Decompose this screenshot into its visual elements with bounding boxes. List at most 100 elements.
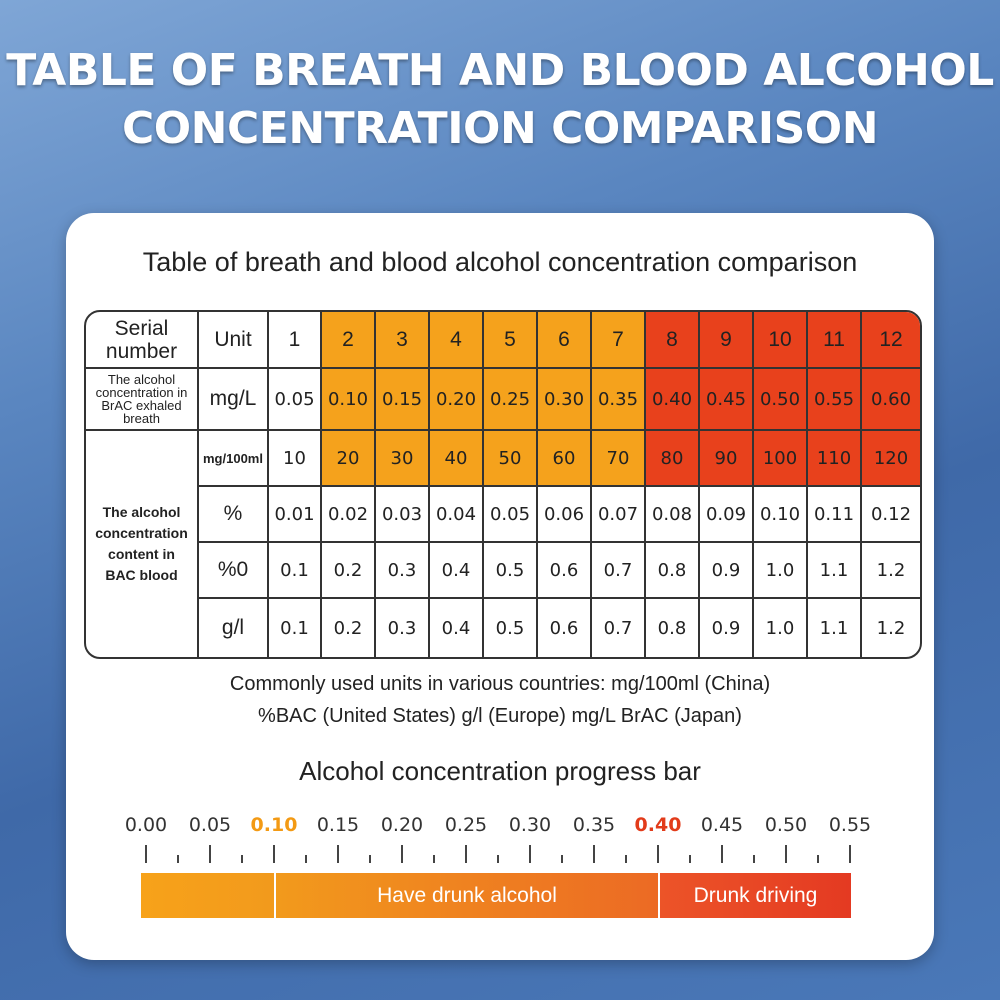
- value-cell: 1.0: [754, 543, 808, 599]
- blood-label-line: BAC blood: [105, 567, 178, 583]
- value-cell: 0.40: [646, 369, 700, 431]
- unit-cell: %0: [199, 543, 269, 599]
- value-cell: 0.8: [646, 599, 700, 657]
- scale-major-tick: [465, 845, 467, 863]
- serial-header-cell: 7: [592, 312, 646, 369]
- bar-segment-sober: [141, 873, 274, 918]
- table-header-row: Serial number Unit 1 2 3 4 5 6 7 8 9 10 11 12: [86, 312, 920, 369]
- serial-number-header: Serial number: [86, 312, 199, 369]
- value-cell: 1.2: [876, 617, 906, 639]
- value-cell: 0.5: [484, 599, 538, 657]
- value-cell: 0.3: [376, 599, 430, 657]
- value-cell: 1.0: [754, 599, 808, 657]
- value-cell: 0.4: [430, 599, 484, 657]
- bar-segment-drunk-driving: Drunk driving: [658, 873, 851, 918]
- value-cell: 0.7: [592, 599, 646, 657]
- serial-header-cell: 11: [808, 312, 862, 369]
- headline-line-2: CONCENTRATION COMPARISON: [121, 103, 879, 154]
- breath-category-label: The alcohol concentration in BrAC exhaled b…: [86, 369, 199, 431]
- value-cell: 0.06: [538, 487, 592, 543]
- value-cell: 0.45: [700, 369, 754, 431]
- serial-header-cell: 10: [754, 312, 808, 369]
- value-cell: 0.4: [430, 543, 484, 599]
- unit-cell: g/l: [199, 599, 269, 657]
- headline-line-1: TABLE OF BREATH AND BLOOD ALCOHOL: [6, 45, 994, 96]
- blood-label-line: The alcohol: [102, 504, 181, 520]
- unit-cell: mg/100ml: [199, 431, 269, 487]
- value-cell: 0.2: [322, 599, 376, 657]
- value-cell: 0.2: [322, 543, 376, 599]
- value-cell: 0.60: [862, 369, 920, 431]
- value-cell: 90: [700, 431, 754, 487]
- value-cell: 1.1: [808, 543, 862, 599]
- value-cell: 0.15: [376, 369, 430, 431]
- scale-minor-tick: [369, 855, 371, 863]
- value-cell: 0.7: [592, 543, 646, 599]
- value-cell: 0.05: [484, 487, 538, 543]
- units-note-line-1: Commonly used units in various countries…: [229, 673, 771, 695]
- value-cell: 0.02: [322, 487, 376, 543]
- scale-minor-tick: [753, 855, 755, 863]
- value-cell: 0.55: [808, 369, 862, 431]
- value-cell: 0.9: [700, 543, 754, 599]
- progress-bar-title: Alcohol concentration progress bar: [299, 756, 701, 786]
- serial-header-cell: 6: [538, 312, 592, 369]
- value-cell: 0.9: [700, 599, 754, 657]
- unit-cell: %: [199, 487, 269, 543]
- scale-minor-tick: [177, 855, 179, 863]
- value-cell: 0.12: [862, 487, 920, 543]
- scale-major-tick: [529, 845, 531, 863]
- value-cell: 0.09: [700, 487, 754, 543]
- value-cell: 0.10: [322, 369, 376, 431]
- value-cell: 0.35: [592, 369, 646, 431]
- value-cell: 120: [862, 431, 920, 487]
- value-cell: 50: [484, 431, 538, 487]
- comparison-table: Serial number Unit 1 2 3 4 5 6 7 8 9 10 11 12 The alcoh…: [84, 310, 922, 659]
- value-cell: 0.50: [754, 369, 808, 431]
- serial-header-cell: 5: [484, 312, 538, 369]
- scale-minor-tick: [625, 855, 627, 863]
- value-cell: 0.11: [808, 487, 862, 543]
- value-cell: 100: [754, 431, 808, 487]
- scale-label: 0.45: [700, 814, 744, 836]
- scale-minor-tick: [241, 855, 243, 863]
- serial-header-cell: 12: [862, 312, 920, 369]
- breath-label-line: concentration in: [95, 385, 188, 400]
- scale-major-tick: [657, 845, 659, 863]
- scale-label: 0.05: [188, 814, 232, 836]
- scale-major-tick: [593, 845, 595, 863]
- scale-label: 0.00: [124, 814, 168, 836]
- scale-label: 0.40: [634, 814, 682, 836]
- table-row: The alcohol concentration content in BAC bl…: [86, 431, 920, 657]
- value-cell: 0.5: [484, 543, 538, 599]
- value-cell: 0.30: [538, 369, 592, 431]
- value-cell: 1.2: [862, 543, 920, 599]
- value-cell: 110: [808, 431, 862, 487]
- scale-major-tick: [145, 845, 147, 863]
- scale-major-tick: [273, 845, 275, 863]
- scale-major-tick: [721, 845, 723, 863]
- value-cell: 20: [322, 431, 376, 487]
- value-cell: 0.3: [376, 543, 430, 599]
- scale-label: 0.35: [572, 814, 616, 836]
- table-row: g/l 0.1 0.2 0.3 0.4 0.5 0.6 0.7 0.8 0.9 1.0 1.1 1.2: [86, 599, 920, 657]
- scale-label: 0.50: [764, 814, 808, 836]
- comparison-card: Table of breath and blood alcohol concen…: [66, 213, 934, 960]
- value-cell: 30: [376, 431, 430, 487]
- value-cell: 0.6: [538, 599, 592, 657]
- serial-header-cell: 9: [700, 312, 754, 369]
- breath-label-line: BrAC exhaled: [101, 398, 182, 413]
- blood-label-line: concentration: [95, 525, 188, 541]
- table-row: %0 0.1 0.2 0.3 0.4 0.5 0.6 0.7 0.8 0.9 1.0 1.1 1.2: [86, 543, 920, 599]
- scale-major-tick: [209, 845, 211, 863]
- scale-minor-tick: [817, 855, 819, 863]
- value-cell: 0.08: [646, 487, 700, 543]
- scale-label: 0.10: [250, 814, 298, 836]
- value-cell: 0.1: [269, 543, 322, 599]
- scale-minor-tick: [433, 855, 435, 863]
- breath-label-line: The alcohol: [107, 372, 176, 387]
- table-row: % 0.01 0.02 0.03 0.04 0.05 0.06 0.07 0.08 0.09 0.1…: [86, 487, 920, 543]
- value-cell: 0.07: [592, 487, 646, 543]
- scale-major-tick: [337, 845, 339, 863]
- scale-label: 0.25: [444, 814, 488, 836]
